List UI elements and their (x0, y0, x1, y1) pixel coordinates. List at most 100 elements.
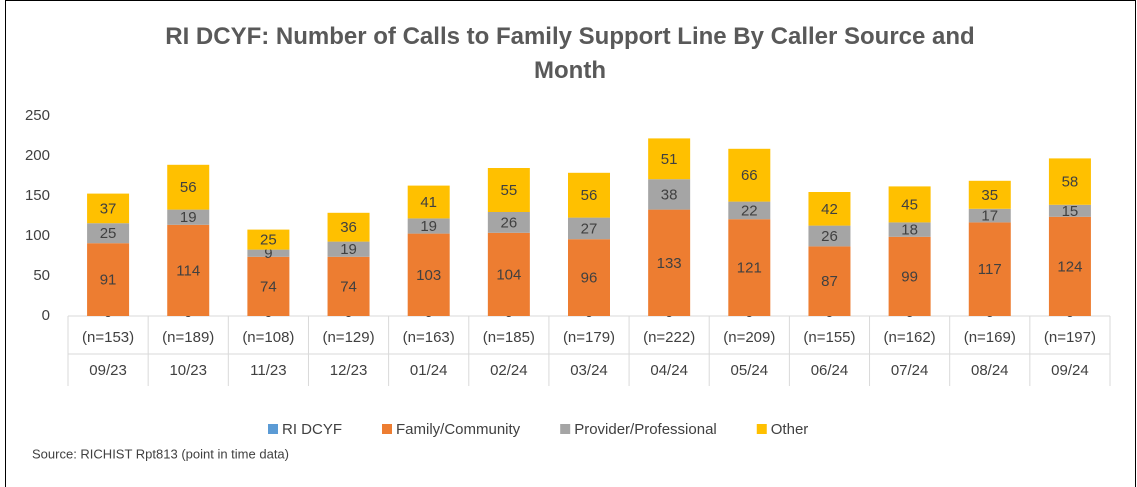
bar-segment (808, 246, 851, 316)
x-tick-label: 09/24 (1051, 362, 1089, 379)
x-tick-sublabel: (n=179) (563, 329, 615, 346)
bar-segment (167, 164, 210, 210)
data-label: 121 (737, 260, 762, 277)
x-tick-label: 03/24 (570, 362, 608, 379)
bar-segment (247, 256, 290, 316)
bar-segment (728, 219, 771, 316)
data-label: 45 (901, 196, 918, 213)
data-label: 19 (340, 241, 357, 258)
bar-segment (648, 209, 691, 316)
x-tick-label: 11/23 (250, 362, 286, 379)
y-tick-label: 200 (25, 147, 50, 164)
data-label: 18 (901, 222, 918, 239)
legend-label: Provider/Professional (574, 421, 717, 438)
x-tick-sublabel: (n=153) (82, 329, 134, 346)
bar-segment (968, 222, 1011, 316)
bar-segment (327, 256, 370, 316)
y-tick-label: 50 (33, 267, 50, 284)
data-label: 55 (501, 182, 518, 199)
x-tick-label: 12/23 (330, 362, 368, 379)
bar-segment (568, 172, 610, 218)
x-tick-sublabel: (n=169) (964, 329, 1016, 346)
data-label: 15 (1062, 203, 1079, 220)
bar-segment (87, 243, 130, 316)
y-tick-label: 100 (25, 227, 50, 244)
data-label: 37 (100, 200, 117, 217)
source-note: Source: RICHIST Rpt813 (point in time da… (32, 446, 289, 461)
data-label: 19 (420, 218, 437, 235)
x-tick-sublabel: (n=222) (643, 329, 695, 346)
x-tick-sublabel: (n=155) (803, 329, 855, 346)
bar-segment (808, 192, 851, 226)
data-label: 22 (741, 202, 758, 219)
data-label: 17 (981, 208, 998, 225)
data-label: 91 (100, 272, 117, 289)
x-tick-label: 02/24 (490, 362, 528, 379)
bar-segment (968, 208, 1011, 223)
bar-segment (568, 239, 610, 316)
x-tick-sublabel: (n=197) (1044, 329, 1096, 346)
bar-segment (728, 201, 771, 220)
bar-segment (487, 232, 530, 316)
data-label: 9 (264, 245, 272, 262)
x-tick-label: 01/24 (410, 362, 448, 379)
data-label: 104 (496, 266, 521, 283)
data-label: 27 (581, 220, 598, 237)
x-tick-label: 10/23 (169, 362, 207, 379)
data-label: 56 (180, 179, 197, 196)
y-tick-label: 150 (25, 187, 50, 204)
data-label: 133 (657, 255, 682, 272)
frame (5, 0, 1136, 487)
legend-swatch (382, 424, 392, 434)
data-label: 87 (821, 273, 838, 290)
data-label: 25 (260, 232, 277, 249)
x-tick-sublabel: (n=108) (242, 329, 294, 346)
bar-segment (247, 249, 290, 257)
legend-label: Other (771, 421, 809, 438)
legend-label: Family/Community (396, 421, 521, 438)
data-label: 99 (901, 268, 918, 285)
bar-segment (247, 229, 290, 250)
x-tick-label: 06/24 (811, 362, 849, 379)
x-tick-label: 08/24 (971, 362, 1009, 379)
chart-title: RI DCYF: Number of Calls to Family Suppo… (165, 23, 975, 84)
data-label: 38 (661, 186, 678, 203)
bar-segment (487, 168, 530, 212)
data-label: 124 (1057, 258, 1082, 275)
bar-segment (888, 222, 931, 237)
legend-label: RI DCYF (282, 421, 342, 438)
x-tick-label: 04/24 (650, 362, 688, 379)
data-label: 26 (501, 214, 518, 231)
data-label: 19 (180, 209, 197, 226)
data-label: 36 (340, 219, 357, 236)
bar-segment (888, 236, 931, 316)
legend-swatch (560, 424, 571, 434)
x-tick-sublabel: (n=129) (322, 329, 374, 346)
bar-segment (888, 186, 931, 223)
legend-swatch (756, 424, 767, 434)
data-label: 117 (978, 261, 1002, 278)
x-tick-label: 05/24 (731, 362, 769, 379)
x-tick-sublabel: (n=185) (483, 329, 535, 346)
bar-segment (648, 179, 691, 210)
data-label: 103 (416, 267, 441, 284)
bar-segment (968, 180, 1011, 209)
data-label: 96 (581, 270, 598, 287)
legend-swatch (268, 424, 278, 434)
bar-segment (87, 193, 130, 224)
x-tick-sublabel: (n=163) (403, 329, 455, 346)
data-label: 26 (821, 228, 838, 245)
data-label: 74 (260, 278, 277, 295)
bar-segment (327, 241, 370, 257)
x-tick-sublabel: (n=209) (723, 329, 775, 346)
x-tick-label: 07/24 (891, 362, 929, 379)
bar-segment (728, 148, 771, 202)
bar-segment (568, 217, 610, 240)
y-tick-label: 0 (42, 307, 50, 324)
data-label: 41 (420, 194, 437, 211)
data-label: 66 (741, 167, 758, 184)
bar-segment (407, 233, 450, 316)
bar-segment (648, 138, 691, 180)
